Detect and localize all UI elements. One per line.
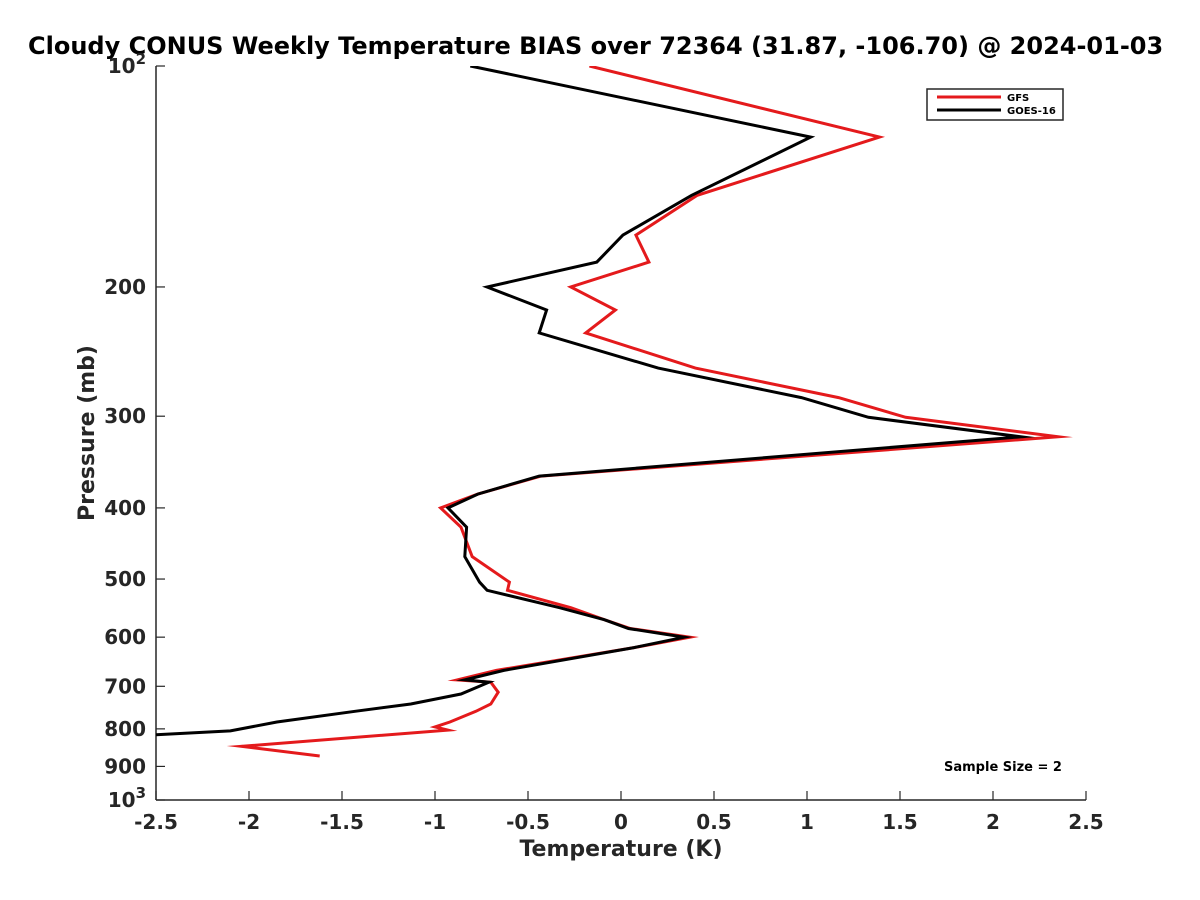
legend-label: GFS <box>1007 93 1029 104</box>
y-tick-label: 102 <box>108 50 146 78</box>
y-tick-label: 200 <box>104 275 146 299</box>
chart-title: Cloudy CONUS Weekly Temperature BIAS ove… <box>28 32 1163 60</box>
y-tick-label: 800 <box>104 717 146 741</box>
x-tick-label: -0.5 <box>506 810 550 834</box>
y-tick-label: 300 <box>104 404 146 428</box>
series-layer <box>156 66 1073 758</box>
x-tick-label: -2 <box>238 810 260 834</box>
series-line-gfs <box>226 66 1073 758</box>
x-tick-label: 1.5 <box>882 810 917 834</box>
legend-label: GOES-16 <box>1007 106 1056 117</box>
x-tick-label: 2 <box>986 810 1000 834</box>
y-tick-label: 103 <box>108 784 146 812</box>
y-tick-label: 600 <box>104 625 146 649</box>
sample-size-annotation: Sample Size = 2 <box>944 760 1062 775</box>
x-axis-label: Temperature (K) <box>519 837 722 862</box>
x-tick-label: 0 <box>614 810 628 834</box>
x-tick-label: -1 <box>424 810 446 834</box>
axes: -2.5 -2 -1.5 -1 -0.5 0 0.5 1 1.5 2 2.5 102 200 300 400… <box>104 50 1103 834</box>
y-tick-label: 500 <box>104 567 146 591</box>
y-axis-label: Pressure (mb) <box>75 345 100 521</box>
series-line-goes-16 <box>156 66 1036 737</box>
x-tick-label: 1 <box>800 810 814 834</box>
y-tick-label: 400 <box>104 496 146 520</box>
legend-box <box>926 88 1064 121</box>
y-tick-label: 900 <box>104 754 146 778</box>
x-tick-label: 0.5 <box>696 810 731 834</box>
legend: GFS GOES-16 <box>926 88 1064 121</box>
y-tick-label: 700 <box>104 674 146 698</box>
x-tick-label: -1.5 <box>320 810 364 834</box>
x-tick-label: 2.5 <box>1068 810 1103 834</box>
x-tick-label: -2.5 <box>134 810 178 834</box>
